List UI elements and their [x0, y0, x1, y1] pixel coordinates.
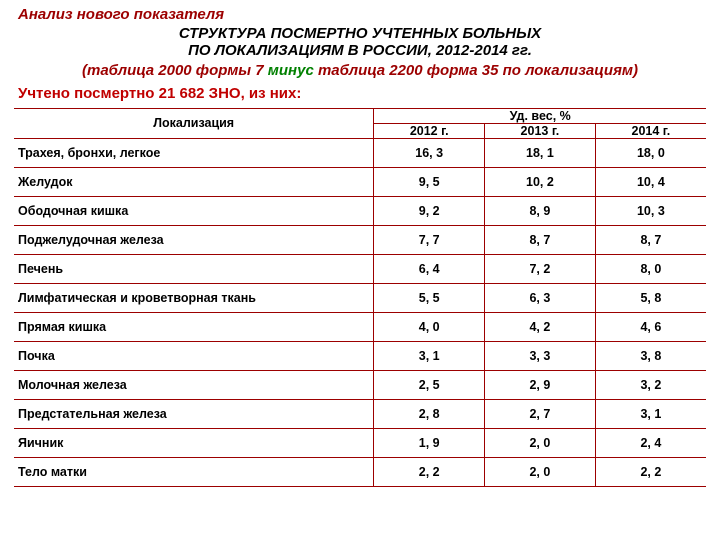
col-header-weight-group: Уд. вес, % [374, 108, 706, 123]
cell-value-2014 г.: 2, 4 [595, 428, 706, 457]
cell-value-2012 г.: 7, 7 [374, 225, 485, 254]
cell-localization: Ободочная кишка [14, 196, 374, 225]
title-formula: (таблица 2000 формы 7 минус таблица 2200… [14, 62, 706, 79]
cell-value-2014 г.: 4, 6 [595, 312, 706, 341]
table-body: Трахея, бронхи, легкое16, 318, 118, 0Жел… [14, 138, 706, 486]
cell-localization: Лимфатическая и кроветворная ткань [14, 283, 374, 312]
cell-value-2013 г.: 10, 2 [485, 167, 596, 196]
cell-value-2014 г.: 3, 2 [595, 370, 706, 399]
title-analysis: Анализ нового показателя [18, 6, 706, 23]
table-row: Лимфатическая и кроветворная ткань5, 56,… [14, 283, 706, 312]
table-row: Предстательная железа2, 82, 73, 1 [14, 399, 706, 428]
slide: Анализ нового показателя СТРУКТУРА ПОСМЕ… [0, 0, 720, 540]
title-structure-line1: СТРУКТУРА ПОСМЕРТНО УЧТЕННЫХ БОЛЬНЫХ [179, 25, 541, 42]
col-header-2013: 2013 г. [485, 123, 596, 138]
cell-value-2014 г.: 8, 7 [595, 225, 706, 254]
cell-value-2012 г.: 4, 0 [374, 312, 485, 341]
cell-value-2013 г.: 2, 0 [485, 428, 596, 457]
table-row: Желудок9, 510, 210, 4 [14, 167, 706, 196]
cell-value-2013 г.: 2, 7 [485, 399, 596, 428]
cell-localization: Печень [14, 254, 374, 283]
col-header-localization: Локализация [14, 108, 374, 138]
cell-value-2013 г.: 8, 9 [485, 196, 596, 225]
cell-value-2013 г.: 8, 7 [485, 225, 596, 254]
table-head: Локализация Уд. вес, % 2012 г. 2013 г. 2… [14, 108, 706, 138]
cell-value-2013 г.: 3, 3 [485, 341, 596, 370]
cell-localization: Желудок [14, 167, 374, 196]
cell-value-2014 г.: 8, 0 [595, 254, 706, 283]
table-row: Тело матки2, 22, 02, 2 [14, 457, 706, 486]
title-formula-a: (таблица 2000 формы 7 [82, 62, 268, 79]
table-row: Ободочная кишка9, 28, 910, 3 [14, 196, 706, 225]
cell-localization: Прямая кишка [14, 312, 374, 341]
cell-localization: Трахея, бронхи, легкое [14, 138, 374, 167]
cell-value-2012 г.: 9, 2 [374, 196, 485, 225]
table-row: Молочная железа2, 52, 93, 2 [14, 370, 706, 399]
cell-value-2013 г.: 4, 2 [485, 312, 596, 341]
cell-value-2014 г.: 2, 2 [595, 457, 706, 486]
table-row: Почка3, 13, 33, 8 [14, 341, 706, 370]
cell-value-2014 г.: 5, 8 [595, 283, 706, 312]
cell-value-2014 г.: 3, 8 [595, 341, 706, 370]
data-table: Локализация Уд. вес, % 2012 г. 2013 г. 2… [14, 108, 706, 487]
cell-value-2014 г.: 10, 4 [595, 167, 706, 196]
cell-localization: Почка [14, 341, 374, 370]
cell-value-2012 г.: 9, 5 [374, 167, 485, 196]
cell-value-2012 г.: 16, 3 [374, 138, 485, 167]
cell-localization: Тело матки [14, 457, 374, 486]
table-row: Яичник1, 92, 02, 4 [14, 428, 706, 457]
table-row: Печень6, 47, 28, 0 [14, 254, 706, 283]
cell-value-2012 г.: 1, 9 [374, 428, 485, 457]
cell-value-2013 г.: 2, 9 [485, 370, 596, 399]
table-row: Прямая кишка4, 04, 24, 6 [14, 312, 706, 341]
title-structure: СТРУКТУРА ПОСМЕРТНО УЧТЕННЫХ БОЛЬНЫХ ПО … [14, 25, 706, 60]
col-header-2012: 2012 г. [374, 123, 485, 138]
cell-value-2012 г.: 2, 5 [374, 370, 485, 399]
cell-value-2012 г.: 2, 8 [374, 399, 485, 428]
cell-localization: Яичник [14, 428, 374, 457]
cell-value-2014 г.: 10, 3 [595, 196, 706, 225]
cell-value-2012 г.: 6, 4 [374, 254, 485, 283]
cell-localization: Молочная железа [14, 370, 374, 399]
table-row: Поджелудочная железа7, 78, 78, 7 [14, 225, 706, 254]
title-structure-line2: ПО ЛОКАЛИЗАЦИЯМ В РОССИИ, 2012-2014 гг. [188, 42, 532, 59]
title-formula-minus: минус [268, 62, 314, 79]
col-header-2014: 2014 г. [595, 123, 706, 138]
cell-value-2013 г.: 18, 1 [485, 138, 596, 167]
subtitle-total: Учтено посмертно 21 682 ЗНО, из них: [18, 85, 706, 102]
cell-value-2012 г.: 3, 1 [374, 341, 485, 370]
cell-value-2013 г.: 6, 3 [485, 283, 596, 312]
cell-localization: Поджелудочная железа [14, 225, 374, 254]
cell-value-2012 г.: 2, 2 [374, 457, 485, 486]
table-row: Трахея, бронхи, легкое16, 318, 118, 0 [14, 138, 706, 167]
cell-value-2014 г.: 3, 1 [595, 399, 706, 428]
cell-value-2013 г.: 7, 2 [485, 254, 596, 283]
cell-value-2013 г.: 2, 0 [485, 457, 596, 486]
cell-value-2014 г.: 18, 0 [595, 138, 706, 167]
title-formula-b: таблица 2200 форма 35 по локализациям) [314, 62, 638, 79]
cell-localization: Предстательная железа [14, 399, 374, 428]
cell-value-2012 г.: 5, 5 [374, 283, 485, 312]
